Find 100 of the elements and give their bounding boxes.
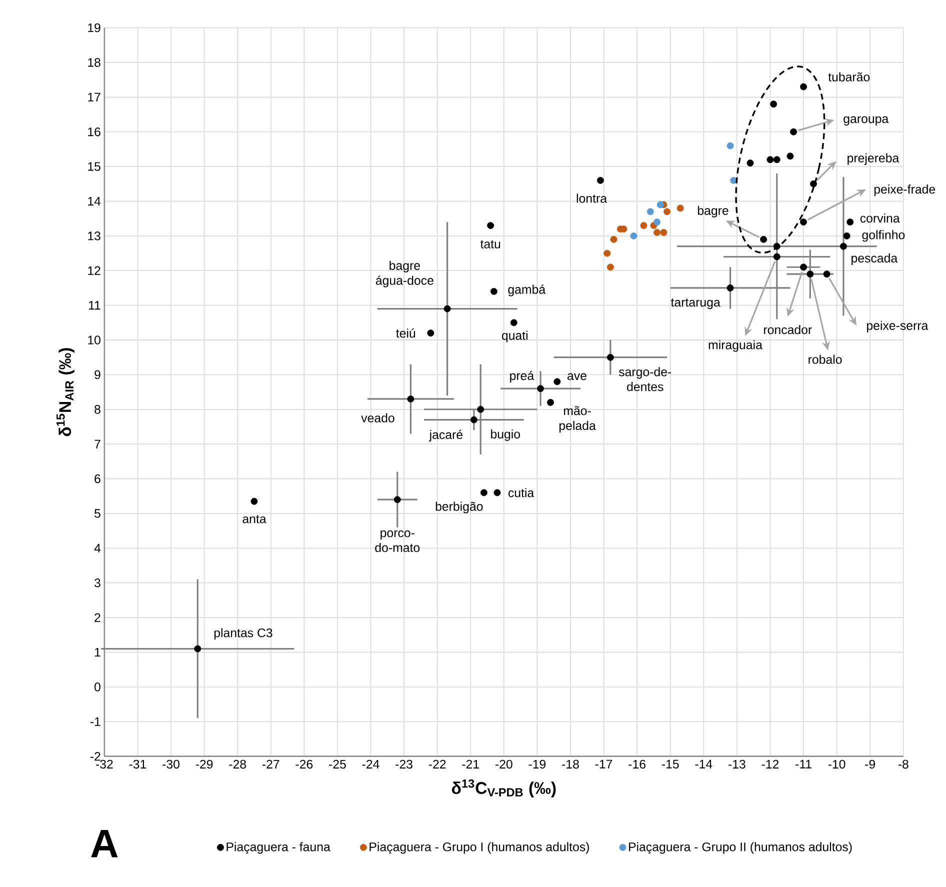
x-tick-label: -18 <box>562 760 579 769</box>
point <box>490 288 498 295</box>
point <box>773 156 780 163</box>
y-tick-label: 18 <box>88 58 100 67</box>
x-tick-label: -15 <box>662 760 679 768</box>
point <box>407 395 414 402</box>
x-tick-label: -9 <box>865 760 876 769</box>
annotation: berbigão <box>436 502 483 514</box>
point <box>487 222 494 229</box>
annotation: quati <box>502 330 528 342</box>
point <box>554 378 561 386</box>
x-axis-title: δ$^{13}$C$_{V-PDB}$ (‰) <box>452 779 556 798</box>
x-tick-label: -12 <box>762 760 779 768</box>
y-tick-label: 16 <box>88 127 100 136</box>
point <box>840 242 847 250</box>
text: A <box>91 830 118 858</box>
legend-label: Piaçaguera - Grupo I (humanos adultos) <box>370 842 589 854</box>
point <box>810 180 817 188</box>
point <box>640 222 648 229</box>
y-tick-label: 19 <box>88 23 100 32</box>
point <box>676 204 684 212</box>
point <box>480 489 488 496</box>
annotation: anta <box>242 515 266 524</box>
x-tick-label: -23 <box>396 760 412 769</box>
point <box>654 228 661 236</box>
annotation: jacaré <box>429 430 462 442</box>
y-tick-label: 11 <box>89 300 100 310</box>
point <box>604 250 611 257</box>
x-tick-label: -16 <box>628 760 646 769</box>
point <box>800 264 807 271</box>
annotation: bagre água-doce <box>376 260 434 288</box>
point <box>427 330 434 336</box>
annotation: peixe-serra <box>866 320 928 332</box>
x-tick-label: -31 <box>129 760 146 769</box>
point <box>806 270 814 278</box>
annotation: cutia <box>508 488 534 498</box>
point <box>547 398 554 406</box>
y-tick-label: 6 <box>94 474 100 484</box>
annotation: ave <box>568 373 586 380</box>
point <box>606 264 614 271</box>
point <box>770 100 778 108</box>
point <box>726 142 734 150</box>
annotation: plantas C3 <box>214 628 272 640</box>
point <box>790 128 797 136</box>
annotation: veado <box>361 413 394 422</box>
annotation: lontra <box>576 194 608 203</box>
x-tick-label: -10 <box>828 760 846 769</box>
annotation: mão-pelada <box>559 406 596 432</box>
x-tick-label: -8 <box>898 760 908 769</box>
point <box>537 385 544 392</box>
annotation: miraguaia <box>708 340 762 352</box>
annotation: tubarão <box>828 72 870 82</box>
point <box>664 208 670 216</box>
y-tick-label: 7 <box>94 440 100 448</box>
point <box>823 270 830 278</box>
x-tick-label: -26 <box>296 760 313 769</box>
y-axis-title: δ$^{15}$N$_{AIR}$ (‰) <box>56 348 74 436</box>
x-tick-label: -32 <box>96 760 113 769</box>
legend-label: Piaçaguera - Grupo II (humanos adultos) <box>629 842 852 854</box>
x-tick-label: -20 <box>495 760 512 769</box>
annotation: pescada <box>852 253 898 265</box>
y-tick-label: 15 <box>88 162 100 171</box>
point <box>800 218 807 226</box>
point <box>760 236 768 243</box>
y-tick-label: 2 <box>94 613 100 622</box>
point <box>610 236 618 243</box>
annotation: preá <box>510 370 534 382</box>
point <box>606 354 614 361</box>
point <box>726 284 734 292</box>
point <box>730 176 738 184</box>
y-tick-label: 4 <box>94 544 101 552</box>
annotation: sargo-de-dentes <box>618 367 672 392</box>
y-tick-label: 9 <box>94 370 100 379</box>
annotation: bagre <box>698 206 728 218</box>
y-tick-label: 14 <box>88 196 101 206</box>
point <box>250 498 258 505</box>
x-tick-label: -14 <box>695 760 712 768</box>
y-tick-label: 8 <box>94 404 100 414</box>
y-tick-label: 1 <box>94 648 100 656</box>
point <box>630 232 638 240</box>
annotation: peixe-frade <box>874 184 936 196</box>
x-tick-label: -24 <box>362 760 380 768</box>
x-tick-label: -22 <box>428 760 446 768</box>
annotation: gambá <box>508 284 546 296</box>
point <box>654 218 661 226</box>
point <box>656 201 664 208</box>
y-tick-label: 13 <box>88 231 100 240</box>
x-tick-label: -17 <box>595 760 612 768</box>
annotation: porco-do-mato <box>375 530 420 552</box>
x-tick-label: -11 <box>796 760 812 768</box>
point <box>194 645 202 652</box>
point <box>660 228 668 236</box>
annotation: robalo <box>808 354 842 364</box>
point <box>510 319 518 326</box>
annotation: corvina <box>860 213 900 223</box>
y-tick-label: -2 <box>90 752 100 761</box>
x-tick-label: -27 <box>262 760 280 768</box>
y-tick-label: 12 <box>88 266 100 275</box>
x-tick-label: -13 <box>728 760 746 769</box>
point <box>394 496 401 503</box>
